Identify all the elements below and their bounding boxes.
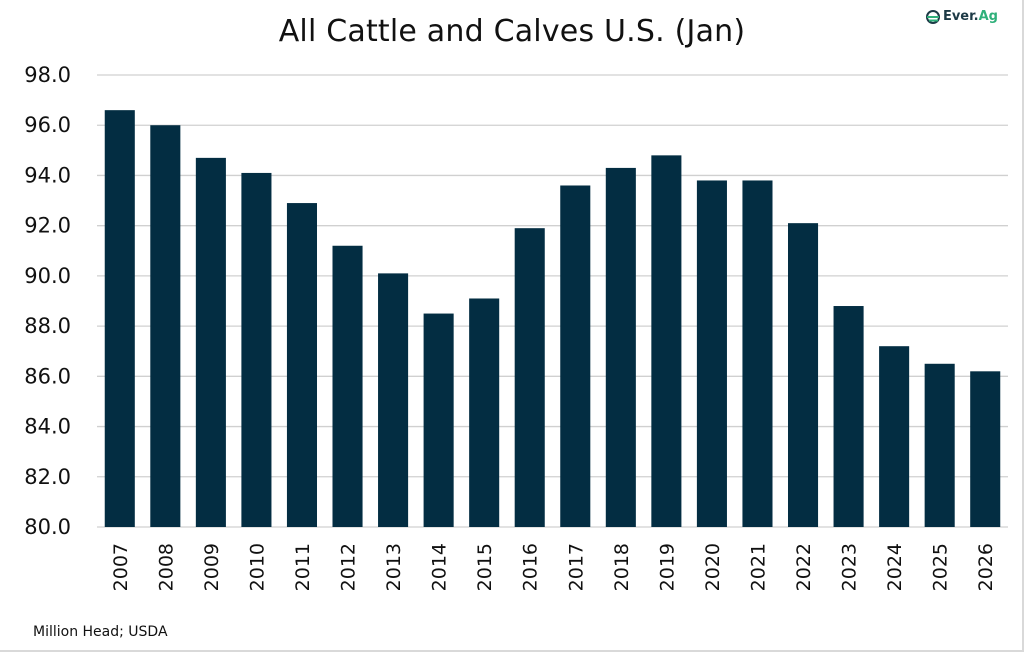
x-tick-label: 2017 <box>565 543 587 591</box>
x-tick-label: 2013 <box>383 543 405 591</box>
y-tick-label: 98.0 <box>24 63 71 87</box>
bar-2010 <box>241 172 272 527</box>
bar-2007 <box>104 110 135 528</box>
x-tick-label: 2011 <box>292 543 314 591</box>
x-tick-label: 2019 <box>656 543 678 591</box>
bar-2014 <box>423 313 454 527</box>
x-tick-label: 2020 <box>702 543 724 591</box>
gridlines <box>97 74 1008 528</box>
x-tick-label: 2012 <box>338 543 360 591</box>
bar-2015 <box>469 298 500 527</box>
x-tick-label: 2026 <box>975 543 997 591</box>
bar-2018 <box>605 167 636 527</box>
ever-ag-logo-icon <box>925 9 940 24</box>
y-axis-ticks: 80.0 82.0 84.0 86.0 88.0 90.0 92.0 94.0 96.0 98.0 <box>24 63 71 539</box>
x-tick-label: 2008 <box>155 543 177 591</box>
bar-2024 <box>879 346 910 527</box>
x-tick-label: 2025 <box>930 543 952 591</box>
x-tick-label: 2024 <box>884 543 906 591</box>
y-tick-label: 94.0 <box>24 163 71 187</box>
y-tick-label: 84.0 <box>24 415 71 439</box>
bar-2017 <box>560 185 591 527</box>
y-tick-label: 88.0 <box>24 314 71 338</box>
bar-2020 <box>696 180 727 527</box>
bar-2011 <box>286 203 318 528</box>
y-tick-label: 96.0 <box>24 113 71 137</box>
x-tick-label: 2007 <box>110 543 132 591</box>
bar-2026 <box>970 371 1001 527</box>
y-tick-label: 80.0 <box>24 515 71 539</box>
bar-2025 <box>924 363 955 527</box>
bars <box>104 110 1001 528</box>
ever-ag-logo: Ever.Ag <box>925 9 998 24</box>
bar-2009 <box>195 157 226 527</box>
x-tick-label: 2010 <box>246 543 268 591</box>
chart-title: All Cattle and Calves U.S. (Jan) <box>278 14 746 49</box>
x-axis-ticks: 2007 2008 2009 2010 2011 2012 2013 2014 2015 2016… <box>110 543 997 591</box>
x-tick-label: 2009 <box>201 543 223 591</box>
source-note: Million Head; USDA <box>33 624 168 640</box>
bar-2019 <box>651 155 682 527</box>
x-tick-label: 2014 <box>429 543 451 591</box>
y-tick-label: 82.0 <box>24 465 71 489</box>
x-tick-label: 2016 <box>520 543 542 591</box>
y-tick-label: 86.0 <box>24 364 71 388</box>
logo-text: Ever.Ag <box>942 9 998 24</box>
bar-2021 <box>742 180 773 527</box>
bar-2013 <box>378 273 409 527</box>
bar-2023 <box>833 306 864 527</box>
y-tick-label: 90.0 <box>24 264 71 288</box>
x-tick-label: 2018 <box>611 543 633 591</box>
bar-2022 <box>787 223 819 527</box>
bar-2016 <box>514 228 545 527</box>
bar-2008 <box>150 125 181 527</box>
x-tick-label: 2022 <box>793 543 815 591</box>
x-tick-label: 2021 <box>747 543 769 591</box>
x-tick-label: 2015 <box>474 543 496 591</box>
y-tick-label: 92.0 <box>24 214 71 238</box>
bar-2012 <box>332 245 363 527</box>
x-tick-label: 2023 <box>839 543 861 591</box>
